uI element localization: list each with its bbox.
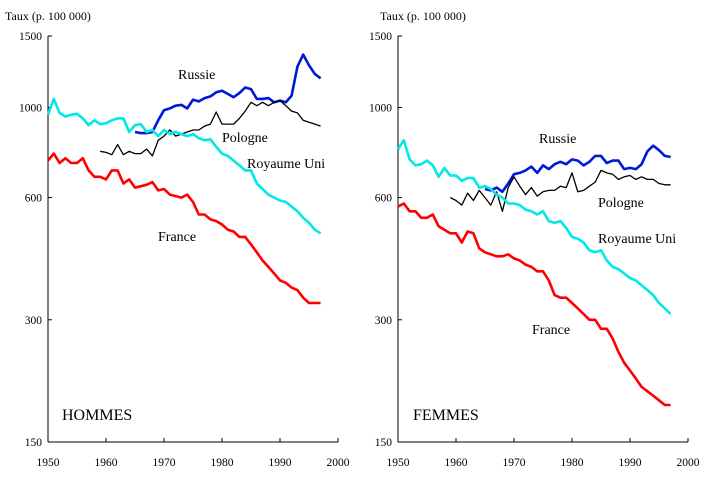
series-line-royaume-uni	[396, 139, 672, 315]
y-tick-label: 1500	[19, 31, 42, 43]
y-tick-label: 600	[375, 193, 393, 205]
x-tick-label: 1980	[561, 457, 584, 469]
y-tick-label: 1500	[369, 31, 392, 43]
x-tick-label: 1990	[619, 457, 642, 469]
x-tick-label: 1960	[445, 457, 468, 469]
panel-hommes: Taux (p. 100 000) 1500 1000 600 300 150 1950 19…	[5, 9, 350, 469]
series-label-russie: Russie	[178, 68, 215, 83]
y-tick-label: 300	[25, 315, 43, 327]
x-tick-label: 1990	[269, 457, 292, 469]
series-label-pologne: Pologne	[598, 196, 644, 211]
series-line-russie	[484, 144, 671, 194]
panel-label: FEMMES	[413, 407, 479, 424]
panel-label: HOMMES	[62, 407, 132, 424]
series-label-pologne: Pologne	[222, 131, 268, 146]
x-tick-label: 1970	[153, 457, 176, 469]
series-line-royaume-uni	[46, 97, 322, 235]
series-label-russie: Russie	[539, 132, 576, 147]
y-tick-label: 300	[375, 315, 393, 327]
series-line-russie	[134, 53, 322, 135]
x-tick-label: 1970	[503, 457, 526, 469]
panel-femmes: Taux (p. 100 000) 1500 1000 600 300 150 1950 19…	[369, 9, 700, 469]
y-tick-label: 150	[375, 437, 393, 449]
y-tick-label: 1000	[369, 102, 392, 114]
x-tick-label: 1980	[211, 457, 234, 469]
x-tick-label: 1950	[387, 457, 410, 469]
x-tick-label: 1950	[37, 457, 60, 469]
series-line-pologne	[449, 169, 671, 212]
series-label-royaume-uni: Royaume Uni	[598, 232, 676, 247]
y-tick-label: 1000	[19, 102, 42, 114]
y-tick-label: 600	[25, 193, 43, 205]
x-tick-label: 2000	[677, 457, 700, 469]
series-label-france: France	[158, 230, 196, 245]
series-line-france	[46, 152, 321, 305]
series-line-france	[397, 202, 671, 407]
x-tick-label: 2000	[327, 457, 350, 469]
series-label-royaume-uni: Royaume Uni	[247, 157, 325, 172]
y-tick-label: 150	[25, 437, 43, 449]
y-axis-label: Taux (p. 100 000)	[5, 9, 91, 23]
series-label-france: France	[532, 323, 570, 338]
y-axis-label: Taux (p. 100 000)	[380, 9, 466, 23]
x-tick-label: 1960	[95, 457, 118, 469]
series-line-pologne	[100, 99, 321, 157]
